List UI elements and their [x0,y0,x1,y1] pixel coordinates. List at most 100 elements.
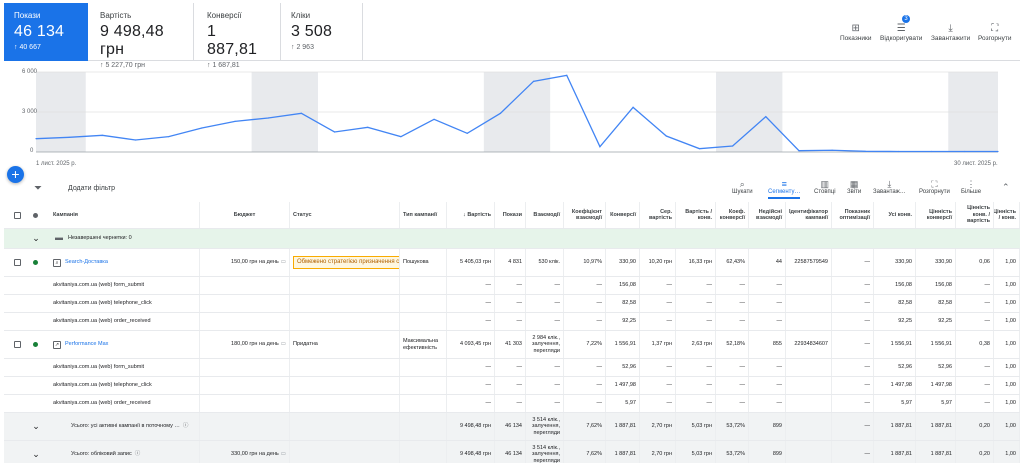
select-all-checkbox[interactable] [13,211,21,219]
table-cell: 4 093,45 грн [447,331,495,358]
column-header[interactable]: Цінність конверсії [916,202,956,228]
cell-value: 4 093,45 грн [459,341,491,348]
chevron-down-icon[interactable]: ⌄ [32,449,40,460]
budget-value: 330,00 грн на день [231,451,279,458]
tool-expand[interactable]: ⛶ Розгорнути [919,179,950,195]
table-cell: 3 514 клік., залучення, перегляди [526,441,564,463]
chevron-down-icon[interactable]: ⌄ [32,233,40,244]
data-point [101,134,103,136]
folder-icon: ▬ [55,233,63,243]
cell-value: — [554,382,561,389]
download-button[interactable]: ⤓ Завантажити [931,23,970,42]
table-cell: 4 831 [495,249,526,276]
table-cell [786,295,832,312]
table-cell: 0,38 [956,331,994,358]
totals-row: ⌄ Усього: усі активні кампанії в поточном… [4,413,1020,441]
column-header[interactable]: Цінність конв. / вартість [956,202,994,228]
table-cell: — [564,277,606,294]
cell-value: — [739,382,746,389]
add-filter-button[interactable]: Додати фільтр [68,185,116,192]
column-header[interactable]: Тип кампанії [400,202,447,228]
table-cell [290,377,400,394]
tool-search[interactable]: ⌕ Шукати [732,179,753,195]
cell-value: — [739,364,746,371]
column-header[interactable]: Покази [495,202,526,228]
cell-value: — [864,423,871,430]
cell-value: 330,90 [935,259,952,266]
table-cell: — [832,395,874,412]
adjust-button[interactable]: 3 ☰ Відкоригувати [880,15,922,42]
row-checkbox[interactable] [13,259,21,266]
column-header[interactable]: Цінність / конв. [994,202,1020,228]
cell-value: — [596,400,603,407]
cell-value: 52,96 [622,364,636,371]
table-cell: 1 887,81 [916,413,956,440]
table-cell: — [749,395,786,412]
column-header[interactable]: Показник оптимізації [832,202,874,228]
column-header[interactable]: Кампанія [50,202,200,228]
budget-chart-icon[interactable]: ▭ [280,259,286,266]
campaign-name-link[interactable]: Performance Max [65,341,109,348]
limited-status-badge[interactable]: Обмежено стратегією призначення ставок [293,256,399,269]
tool-segment[interactable]: ≡ Сегменту… [768,179,801,199]
column-header[interactable]: Коеф. конверсії [716,202,749,228]
table-cell [400,441,447,463]
table-cell: 1,00 [994,277,1020,294]
download-icon: ⤓ [887,179,892,189]
chevron-down-icon[interactable]: ⌄ [32,421,40,432]
column-header[interactable]: Ідентифікатор кампанії [786,202,832,228]
table-cell: 5 405,03 грн [447,249,495,276]
budget-chart-icon[interactable]: ▭ [280,341,286,348]
add-campaign-button[interactable]: + [7,166,24,183]
table-cell: 0,20 [956,441,994,463]
cell-value: — [706,318,713,325]
table-cell: — [676,313,716,330]
budget-chart-icon[interactable]: ▭ [280,451,286,458]
help-icon[interactable]: ⓘ [134,451,141,458]
help-icon[interactable]: ⓘ [182,423,189,430]
filter-icon[interactable]: ⏷ [34,183,42,194]
column-header[interactable]: Сер. вартість [640,202,676,228]
tool-columns[interactable]: ▥ Стовпці [814,179,836,195]
scorecard-cost[interactable]: Вартість 9 498,48 грн ↑ 5 227,70 грн [90,3,194,69]
drafts-row[interactable]: ⌄ ▬ Незавершені чернетки: 0 [4,229,1020,249]
table-cell: — [526,277,564,294]
tool-reports[interactable]: ▦ Звіти [847,179,861,195]
column-header[interactable]: Вартість / конв. [676,202,716,228]
scorecard-label: Конверсії [207,11,242,20]
column-header[interactable]: ↓ Вартість [447,202,495,228]
column-header[interactable]: Усі конв. [874,202,916,228]
tool-more[interactable]: ⋮ Більше [961,179,981,195]
column-header[interactable]: Взаємодії [526,202,564,228]
table-cell: 62,43% [716,249,749,276]
indicators-button[interactable]: ⊞ Показники [840,23,872,42]
column-header[interactable]: Коефіцієнт взаємодії [564,202,606,228]
campaign-row[interactable]: ⌕ Search-Доставка 150,00 грн на день ▭ Обме… [4,249,1020,277]
conversion-action-row: akvitaniya.com.ua (web) telephone_click —… [4,377,1020,395]
data-point [367,126,369,128]
row-checkbox[interactable] [13,341,21,348]
column-header[interactable]: Статус [290,202,400,228]
table-cell [290,395,400,412]
cell-value: — [554,282,561,289]
column-header[interactable]: Конверсії [606,202,640,228]
table-cell: 3 514 клік., залучення, перегляди [526,413,564,440]
performance-chart: 6 000 3 000 0 1 лист. 2025 р. 30 лист. 2… [4,62,1020,172]
table-cell: 1,37 грн [640,331,676,358]
table-cell: 1 887,81 [874,413,916,440]
scorecard-conversions[interactable]: Конверсії 1 887,81 ↑ 1 687,81 [197,3,281,69]
tool-download[interactable]: ⤓ Завантаж… [873,179,906,195]
expand-button[interactable]: ⛶ Розгорнути [978,23,1011,42]
table-cell [200,395,290,412]
campaign-name-link[interactable]: Search-Доставка [65,259,108,266]
campaign-row[interactable]: ↗ Performance Max 180,00 грн на день ▭ Прид… [4,331,1020,359]
table-cell: — [495,295,526,312]
column-header[interactable]: Бюджет [200,202,290,228]
scorecard-clicks[interactable]: Кліки 3 508 ↑ 2 963 [281,3,363,61]
collapse-chevron-icon[interactable]: ⌃ [1002,182,1010,192]
cell-value: — [596,282,603,289]
scorecard-impressions[interactable]: Покази 46 134 ↑ 40 667 [4,3,88,61]
column-header[interactable]: Недійсні взаємодії [749,202,786,228]
cell-value: — [776,364,783,371]
table-cell: — [564,377,606,394]
